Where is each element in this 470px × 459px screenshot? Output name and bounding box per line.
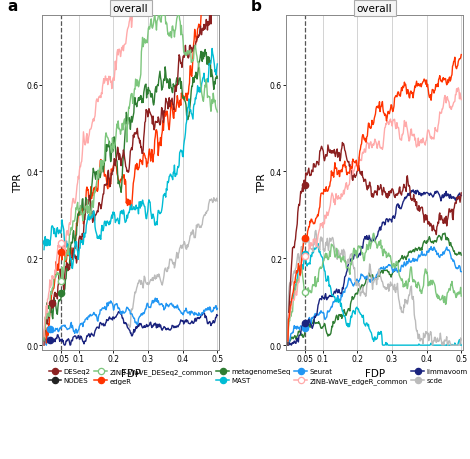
Title: overall: overall (113, 4, 149, 14)
Legend: DESeq2, NODES, ZINB-WaVE_DESeq2_common, edgeR, metagenomeSeq, MAST, Seurat, ZINB: DESeq2, NODES, ZINB-WaVE_DESeq2_common, … (46, 366, 470, 387)
Title: overall: overall (357, 4, 392, 14)
Text: a: a (7, 0, 17, 14)
Text: b: b (251, 0, 262, 14)
X-axis label: FDP: FDP (365, 369, 384, 378)
X-axis label: FDP: FDP (121, 369, 141, 378)
Y-axis label: TPR: TPR (257, 173, 267, 193)
Y-axis label: TPR: TPR (13, 173, 23, 193)
